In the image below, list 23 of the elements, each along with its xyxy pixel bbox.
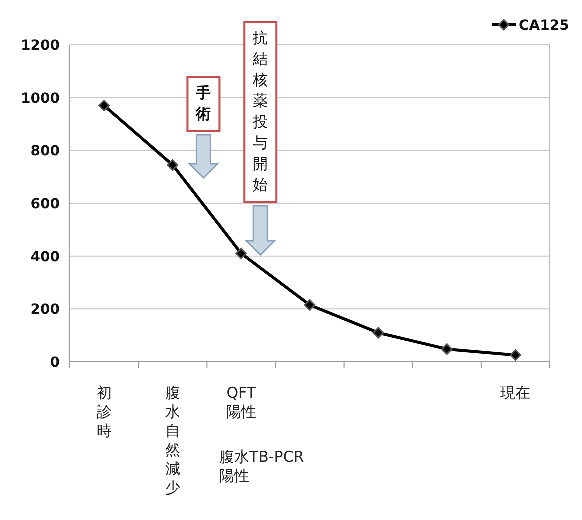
x-tick-label: 初診時 [96, 384, 112, 441]
legend: CA125 [492, 18, 570, 34]
x-tick-label: 腹水自然減少 [164, 384, 181, 498]
annotation: 手術 [194, 83, 212, 125]
annotation: 抗結核薬投与開始 [252, 28, 270, 196]
y-tick-label: 400 [30, 249, 60, 266]
legend-label: CA125 [519, 18, 570, 34]
point [441, 344, 453, 356]
x-tick-label: QFT陽性 [225, 384, 258, 422]
point [510, 350, 522, 362]
point [304, 299, 316, 311]
point [372, 327, 384, 339]
y-tick-label: 200 [30, 302, 60, 318]
y-tick-label: 0 [50, 355, 60, 371]
y-tick-label: 1200 [21, 38, 60, 54]
point [167, 159, 179, 171]
text: 腹水TB-PCR陽性 [219, 448, 306, 486]
y-tick-label: 800 [30, 144, 60, 160]
point [236, 248, 248, 260]
y-tick-label: 1000 [21, 90, 60, 107]
y-tick-label: 600 [30, 196, 60, 212]
point [98, 100, 110, 112]
x-tick-label: 現在 [500, 384, 532, 403]
